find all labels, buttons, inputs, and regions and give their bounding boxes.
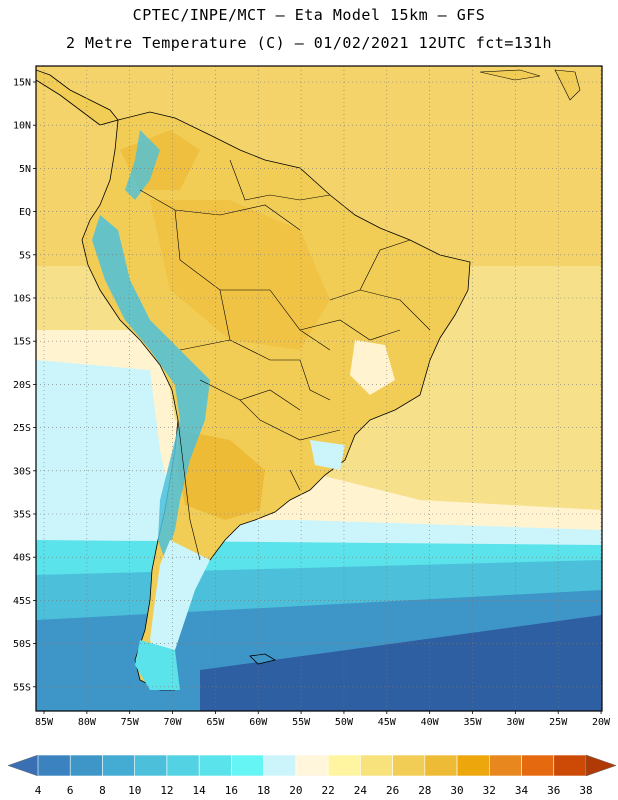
warm-interior-argentina: [178, 430, 265, 520]
lat-label: 20S: [13, 380, 31, 391]
longitude-labels: 85W 80W 75W 70W 65W 60W 55W 50W 45W 40W 35W 30W 25W 2…: [35, 711, 611, 728]
colorbar-label: 8: [99, 784, 106, 797]
colombian-andes-cold: [125, 130, 160, 200]
country-borders: [139, 159, 431, 561]
colorbar-swatch: [198, 754, 232, 777]
lon-label: 85W: [35, 717, 54, 728]
map-title-line2: 2 Metre Temperature (C) – 01/02/2021 12U…: [65, 34, 553, 52]
lon-label: 60W: [249, 717, 268, 728]
colorbar-swatch: [392, 754, 426, 777]
colorbar-swatch: [360, 754, 393, 777]
colorbar-label: 28: [418, 784, 431, 797]
central-america-landmass: [36, 69, 119, 126]
colorbar-swatch: [521, 754, 555, 777]
andes-cold-strip: [92, 215, 210, 560]
colorbar-label: 18: [257, 784, 270, 797]
colorbar-label: 14: [193, 784, 207, 797]
colorbar-label: 20: [289, 784, 302, 797]
falkland-islands: [249, 653, 277, 665]
lon-label: 50W: [335, 717, 354, 728]
colorbar-swatch: [37, 754, 71, 777]
colorbar-label: 4: [35, 784, 42, 797]
map-field: [36, 66, 602, 711]
warm-interior-amazon: [150, 200, 330, 350]
lat-label: 30S: [13, 466, 31, 477]
south-brazil-cool: [310, 440, 345, 470]
lon-label: 80W: [78, 717, 97, 728]
lon-label: 20W: [592, 717, 611, 728]
lat-label: 35S: [13, 510, 31, 521]
lat-label: 55S: [13, 682, 31, 693]
colorbar-label: 26: [386, 784, 399, 797]
colorbar-label: 32: [483, 784, 496, 797]
colorbar-max-arrow: [585, 754, 617, 777]
lat-label: 50S: [13, 639, 31, 650]
colorbar-labels: 4 6 8 10 12 14 16 18 20 22 24 26 28 30 32 34 36 38: [35, 784, 593, 797]
colorbar-label: 24: [354, 784, 368, 797]
colorbar-swatch: [488, 754, 522, 777]
colorbar-label: 36: [547, 784, 560, 797]
colorbar-label: 30: [450, 784, 463, 797]
caribbean-islands: [479, 69, 541, 81]
lon-label: 70W: [164, 717, 183, 728]
colorbar-swatch: [424, 754, 458, 777]
colorbar-label: 22: [321, 784, 334, 797]
lon-label: 65W: [206, 717, 225, 728]
latitude-labels: 15N 10N 5N EQ 5S 10S 15S 20S 25S 30S 35S 40S 45S 50S 5…: [13, 78, 36, 693]
map-title-line1: CPTEC/INPE/MCT – Eta Model 15km – GFS: [132, 6, 486, 24]
lat-label: 10N: [13, 121, 31, 132]
colorbar-label: 34: [515, 784, 529, 797]
lon-label: 35W: [463, 717, 482, 728]
colorbar-swatch: [263, 754, 297, 777]
lon-label: 30W: [506, 717, 525, 728]
tierra-del-fuego-cold: [135, 640, 180, 690]
colorbar-min-arrow: [7, 754, 39, 777]
patagonia-cool: [150, 540, 210, 665]
lat-label: 15S: [13, 337, 31, 348]
lon-label: 25W: [549, 717, 568, 728]
lesser-antilles: [554, 69, 581, 101]
lon-label: 40W: [421, 717, 440, 728]
colorbar-label: 38: [579, 784, 592, 797]
lon-label: 75W: [121, 717, 140, 728]
colorbar-label: 16: [225, 784, 238, 797]
colorbar-swatch: [295, 754, 329, 777]
colorbar-swatch: [327, 754, 361, 777]
lat-label: 5N: [19, 164, 31, 175]
lat-label: 40S: [13, 553, 31, 564]
lat-label: 10S: [13, 294, 31, 305]
colorbar-swatch: [553, 754, 587, 777]
colorbar-label: 10: [128, 784, 141, 797]
lon-label: 55W: [292, 717, 311, 728]
colorbar-swatch: [231, 754, 264, 777]
colorbar-swatch: [166, 754, 200, 777]
lon-label: 45W: [378, 717, 397, 728]
colorbar-swatch: [134, 754, 168, 777]
lat-label: EQ: [19, 207, 31, 218]
lat-label: 5S: [19, 250, 31, 261]
colorbar-swatch: [69, 754, 103, 777]
colorbar-swatch: [102, 754, 136, 777]
lat-label: 25S: [13, 423, 31, 434]
brazil-highlands-mild: [350, 340, 395, 395]
map-frame: [35, 65, 603, 712]
colorbar-label: 6: [67, 784, 74, 797]
lat-label: 45S: [13, 596, 31, 607]
lat-label: 15N: [13, 78, 31, 89]
colorbar-swatches: [7, 754, 617, 777]
colorbar-swatch: [456, 754, 490, 777]
colorbar-label: 12: [160, 784, 173, 797]
